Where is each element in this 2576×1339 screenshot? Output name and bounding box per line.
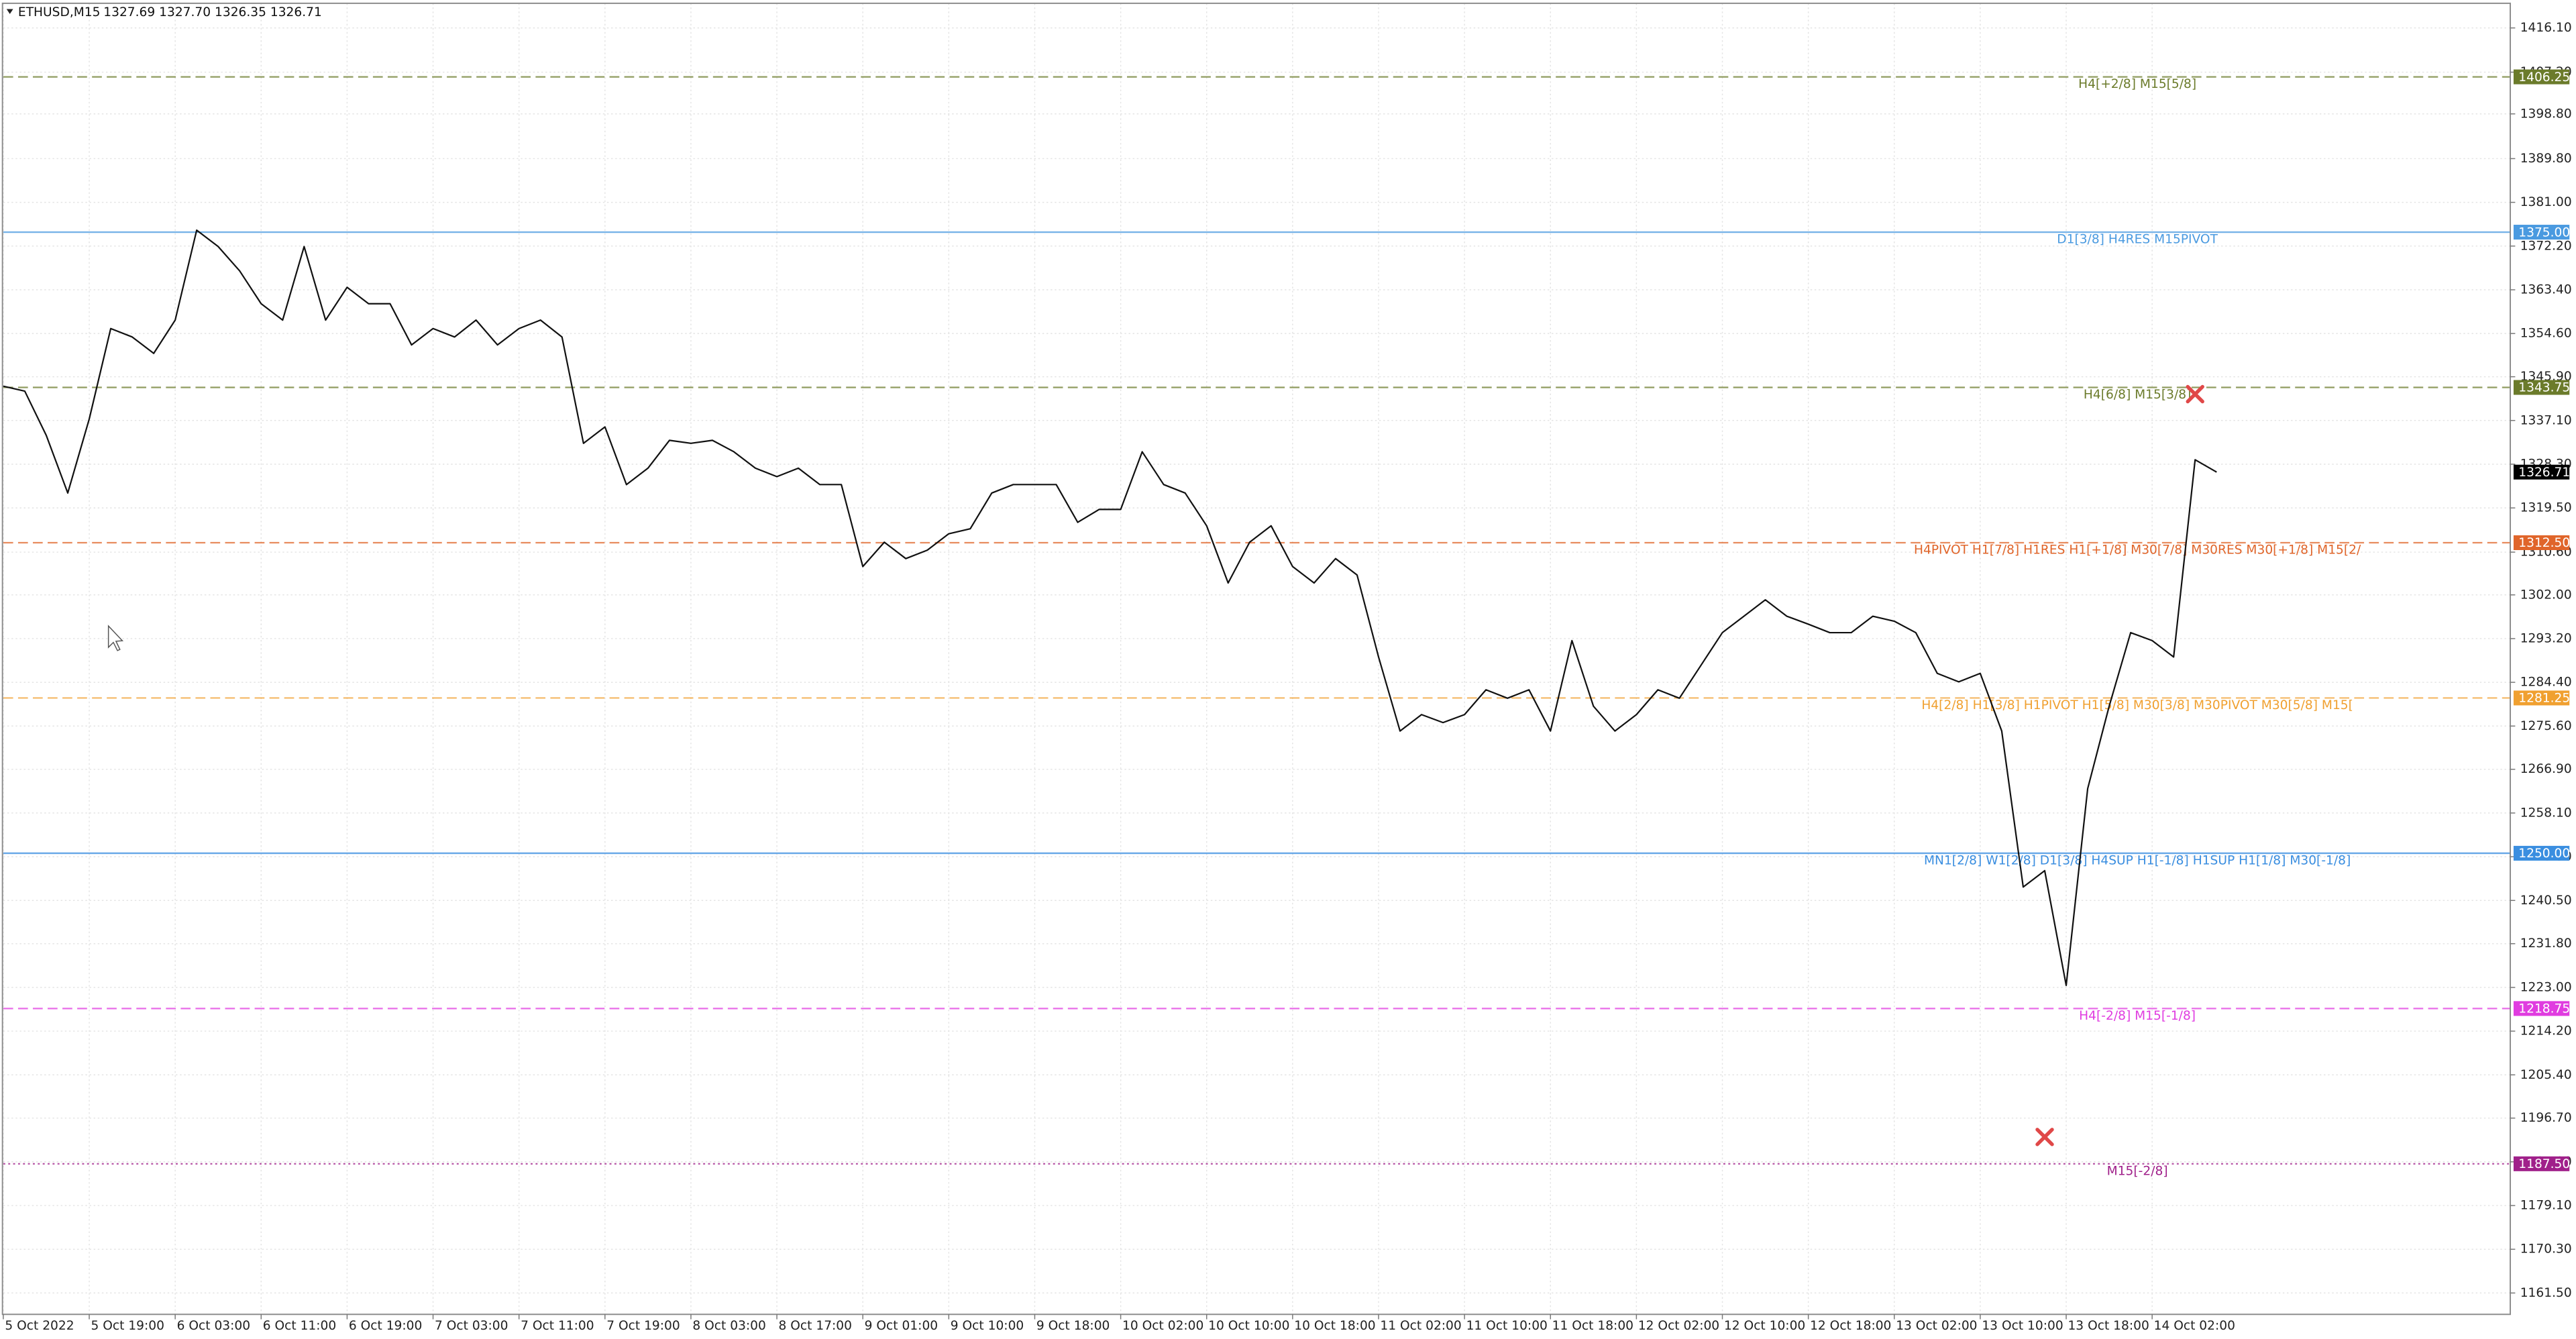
x-tick-label: 9 Oct 18:00 xyxy=(1036,1319,1110,1333)
y-tick-label: 1258.10 xyxy=(2520,806,2572,820)
x-tick-label: 8 Oct 17:00 xyxy=(779,1319,852,1333)
y-tick-label: 1302.00 xyxy=(2520,588,2572,602)
level-price-box xyxy=(2513,225,2570,240)
x-tick-label: 12 Oct 18:00 xyxy=(1810,1319,1891,1333)
plot-frame xyxy=(1,2,2512,1316)
y-tick-label: 1266.90 xyxy=(2520,762,2572,776)
y-tick-label: 1196.70 xyxy=(2520,1111,2572,1125)
x-tick-label: 7 Oct 03:00 xyxy=(435,1319,508,1333)
level-price-label: 1375.00 xyxy=(2518,225,2570,239)
level-price-box xyxy=(2513,690,2570,706)
y-tick-label: 1214.20 xyxy=(2520,1024,2572,1038)
x-tick-label: 14 Oct 02:00 xyxy=(2154,1319,2235,1333)
last-price-box xyxy=(2513,464,2570,480)
x-tick-label: 12 Oct 02:00 xyxy=(1638,1319,1719,1333)
y-tick-label: 1363.40 xyxy=(2520,282,2572,297)
y-tick-label: 1354.60 xyxy=(2520,327,2572,341)
y-tick-label: 1398.80 xyxy=(2520,107,2572,121)
signal-marker xyxy=(2035,1128,2054,1146)
level-price-label: 1312.50 xyxy=(2518,536,2570,550)
level-label: H4[-2/8] M15[-1/8] xyxy=(2079,1009,2196,1023)
level-price-label: 1406.25 xyxy=(2518,70,2570,85)
x-tick-label: 7 Oct 11:00 xyxy=(521,1319,594,1333)
level-price-box xyxy=(2513,380,2570,395)
level-price-box xyxy=(2513,1156,2570,1171)
x-tick-label: 12 Oct 10:00 xyxy=(1724,1319,1805,1333)
x-tick-label: 9 Oct 01:00 xyxy=(865,1319,938,1333)
x-tick-label: 10 Oct 10:00 xyxy=(1208,1319,1289,1333)
y-tick-label: 1381.00 xyxy=(2520,195,2572,209)
y-tick-label: 1231.80 xyxy=(2520,936,2572,951)
level-label: D1[3/8] H4RES M15PIVOT xyxy=(2057,233,2218,247)
x-tick-label: 13 Oct 18:00 xyxy=(2068,1319,2149,1333)
level-label: H4[+2/8] M15[5/8] xyxy=(2078,77,2196,91)
symbol-title: ETHUSD,M15 xyxy=(18,5,101,19)
x-tick-label: 13 Oct 02:00 xyxy=(1896,1319,1977,1333)
y-tick-label: 1205.40 xyxy=(2520,1068,2572,1082)
level-price-box xyxy=(2513,535,2570,551)
y-tick-label: 1372.20 xyxy=(2520,239,2572,253)
y-tick-label: 1240.50 xyxy=(2520,894,2572,908)
x-tick-label: 5 Oct 19:00 xyxy=(91,1319,164,1333)
y-tick-label: 1389.80 xyxy=(2520,152,2572,166)
level-price-box xyxy=(2513,1001,2570,1016)
y-tick-label: 1284.40 xyxy=(2520,676,2572,690)
level-price-label: 1218.75 xyxy=(2518,1002,2570,1016)
x-tick-label: 13 Oct 10:00 xyxy=(1982,1319,2063,1333)
x-tick-label: 11 Oct 02:00 xyxy=(1380,1319,1461,1333)
x-tick-label: 5 Oct 2022 xyxy=(5,1319,74,1333)
y-tick-label: 1223.00 xyxy=(2520,980,2572,994)
last-price-label: 1326.71 xyxy=(2518,466,2570,480)
level-price-label: 1281.25 xyxy=(2518,692,2570,706)
level-price-box xyxy=(2513,845,2570,861)
x-tick-label: 7 Oct 19:00 xyxy=(606,1319,680,1333)
price-line xyxy=(3,229,2217,987)
x-tick-label: 10 Oct 18:00 xyxy=(1294,1319,1375,1333)
x-tick-label: 6 Oct 11:00 xyxy=(263,1319,336,1333)
x-tick-label: 11 Oct 10:00 xyxy=(1466,1319,1548,1333)
level-label: H4[2/8] H1[3/8] H1PIVOT H1[5/8] M30[3/8]… xyxy=(1921,698,2353,712)
y-tick-label: 1275.60 xyxy=(2520,719,2572,733)
x-tick-label: 11 Oct 18:00 xyxy=(1552,1319,1633,1333)
x-tick-label: 10 Oct 02:00 xyxy=(1122,1319,1203,1333)
level-price-label: 1250.00 xyxy=(2518,847,2570,861)
ohlc-values: 1327.69 1327.70 1326.35 1326.71 xyxy=(103,5,322,19)
y-tick-label: 1337.10 xyxy=(2520,413,2572,427)
x-tick-label: 6 Oct 19:00 xyxy=(349,1319,422,1333)
signal-marker xyxy=(2186,384,2204,404)
mouse-cursor xyxy=(107,625,124,651)
level-price-label: 1187.50 xyxy=(2518,1157,2570,1171)
y-tick-label: 1179.10 xyxy=(2520,1199,2572,1213)
y-tick-label: 1416.10 xyxy=(2520,21,2572,35)
level-price-box xyxy=(2513,69,2570,85)
level-label: MN1[2/8] W1[2/8] D1[3/8] H4SUP H1[-1/8] … xyxy=(1924,853,2351,867)
level-price-label: 1343.75 xyxy=(2518,381,2570,395)
x-tick-label: 6 Oct 03:00 xyxy=(177,1319,250,1333)
level-label: M15[-2/8] xyxy=(2107,1164,2168,1178)
level-label: H4PIVOT H1[7/8] H1RES H1[+1/8] M30[7/8] … xyxy=(1914,543,2361,557)
x-tick-label: 8 Oct 03:00 xyxy=(692,1319,765,1333)
level-label: H4[6/8] M15[3/8] xyxy=(2084,388,2191,402)
y-tick-label: 1161.50 xyxy=(2520,1286,2572,1300)
y-tick-label: 1293.20 xyxy=(2520,631,2572,645)
y-tick-label: 1319.50 xyxy=(2520,501,2572,515)
y-tick-label: 1170.30 xyxy=(2520,1242,2572,1256)
menu-arrow[interactable] xyxy=(6,9,13,14)
x-tick-label: 9 Oct 10:00 xyxy=(951,1319,1024,1333)
